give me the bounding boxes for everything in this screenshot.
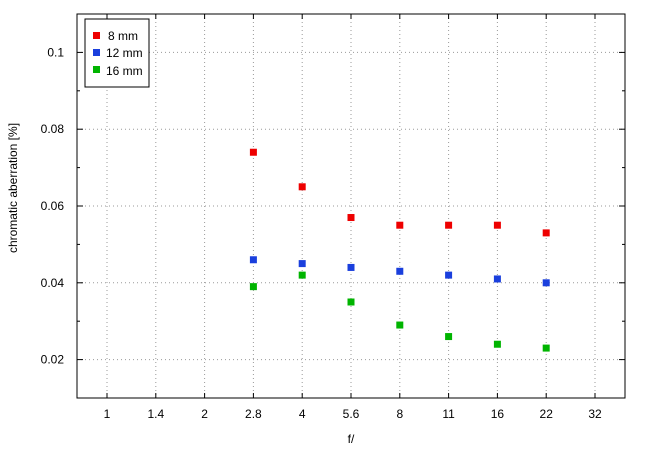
y-tick-label: 0.02 xyxy=(41,353,65,367)
x-tick-label: 5.6 xyxy=(343,407,360,421)
data-point-8mm xyxy=(542,229,550,237)
data-point-16mm xyxy=(493,340,501,348)
data-point-8mm xyxy=(298,183,306,191)
data-point-8mm xyxy=(347,214,355,222)
data-point-8mm xyxy=(493,221,501,229)
x-axis-title: f/ xyxy=(348,432,355,446)
y-tick-labels: 0.02 0.04 0.06 0.08 0.1 xyxy=(41,45,65,366)
y-tick-label: 0.04 xyxy=(41,276,65,290)
data-points xyxy=(249,148,550,352)
data-point-12mm xyxy=(347,263,355,271)
x-tick-label: 2.8 xyxy=(245,407,262,421)
data-point-16mm xyxy=(347,298,355,306)
data-point-12mm xyxy=(249,256,257,264)
legend-label-12mm: 12 mm xyxy=(106,46,143,60)
data-point-12mm xyxy=(396,267,404,275)
data-point-8mm xyxy=(445,221,453,229)
data-point-8mm xyxy=(249,148,257,156)
legend-marker-16mm xyxy=(93,66,100,73)
x-tick-label: 16 xyxy=(491,407,505,421)
y-tick-label: 0.06 xyxy=(41,199,65,213)
x-tick-label: 22 xyxy=(540,407,554,421)
x-tick-labels: 1 1.4 2 2.8 4 5.6 8 11 16 22 32 xyxy=(104,407,602,421)
x-tick-label: 1 xyxy=(104,407,111,421)
data-point-16mm xyxy=(298,271,306,279)
x-tick-label: 32 xyxy=(588,407,602,421)
legend-label-8mm: 8 mm xyxy=(108,29,138,43)
axis-ticks xyxy=(77,14,625,399)
x-tick-label: 4 xyxy=(299,407,306,421)
data-point-8mm xyxy=(396,221,404,229)
grid xyxy=(77,14,625,398)
y-axis-title: chromatic aberration [%] xyxy=(6,123,20,253)
data-point-16mm xyxy=(396,321,404,329)
data-point-16mm xyxy=(249,283,257,291)
x-tick-label: 1.4 xyxy=(147,407,164,421)
data-point-12mm xyxy=(298,260,306,268)
data-point-16mm xyxy=(445,333,453,341)
legend-marker-12mm xyxy=(93,49,100,56)
x-tick-label: 8 xyxy=(396,407,403,421)
legend: 8 mm 12 mm 16 mm xyxy=(84,18,150,88)
data-point-12mm xyxy=(493,275,501,283)
y-tick-label: 0.08 xyxy=(41,122,65,136)
x-tick-label: 11 xyxy=(442,407,455,421)
data-point-16mm xyxy=(542,344,550,352)
legend-label-16mm: 16 mm xyxy=(106,64,143,78)
x-tick-label: 2 xyxy=(201,407,208,421)
data-point-12mm xyxy=(445,271,453,279)
legend-marker-8mm xyxy=(93,32,100,39)
y-tick-label: 0.1 xyxy=(47,45,64,59)
data-point-12mm xyxy=(542,279,550,287)
